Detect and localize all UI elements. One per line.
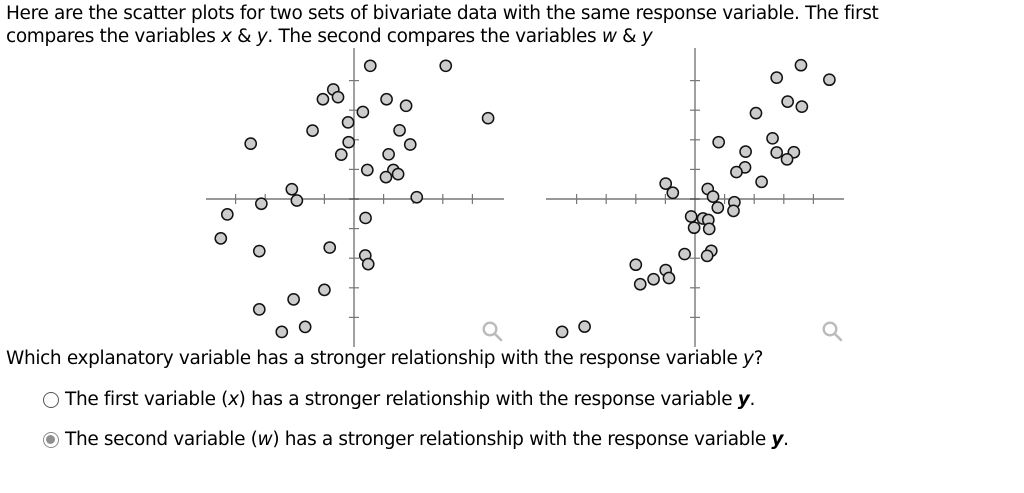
data-point xyxy=(730,165,743,179)
data-point xyxy=(439,59,453,73)
data-point xyxy=(739,145,752,158)
data-point xyxy=(700,249,714,263)
option-text: The first variable ( xyxy=(65,389,229,410)
intro-line-2: compares the variables x & y. The second… xyxy=(6,25,1016,48)
variable-y: y xyxy=(737,389,750,410)
data-point xyxy=(403,138,417,151)
radio-button-second[interactable] xyxy=(43,431,59,448)
data-point xyxy=(361,257,375,271)
data-point xyxy=(555,325,569,339)
option-text: ) has a stronger relationship with the r… xyxy=(272,429,772,450)
data-point xyxy=(678,247,691,261)
question-part: Which explanatory variable has a stronge… xyxy=(6,348,744,369)
option-text: . xyxy=(783,429,789,450)
option-label: The first variable (x) has a stronger re… xyxy=(65,389,755,410)
data-point xyxy=(252,303,266,316)
variable-w: w xyxy=(601,26,617,47)
data-point xyxy=(662,271,676,285)
radio-button-first[interactable] xyxy=(43,391,59,408)
scatter-plot-x-y xyxy=(206,48,504,347)
data-point xyxy=(290,194,304,207)
data-point xyxy=(382,147,395,161)
data-point xyxy=(380,92,393,106)
data-point xyxy=(647,272,660,286)
option-first-variable[interactable]: The first variable (x) has a stronger re… xyxy=(43,389,755,410)
data-point xyxy=(687,221,701,235)
data-point xyxy=(795,100,809,113)
data-point xyxy=(659,177,673,190)
variable-y: y xyxy=(256,26,268,47)
intro-text-part: compares the variables xyxy=(6,26,222,47)
data-point xyxy=(306,124,319,137)
data-point xyxy=(706,190,720,203)
data-point xyxy=(316,92,330,106)
option-text: The second variable ( xyxy=(65,429,258,450)
intro-text-part: & xyxy=(231,26,257,47)
data-point xyxy=(318,283,331,297)
data-point xyxy=(331,90,345,104)
data-point xyxy=(379,170,393,184)
intro-line-1: Here are the scatter plots for two sets … xyxy=(6,3,879,24)
magnifier-icon[interactable] xyxy=(482,321,503,342)
data-point xyxy=(633,277,647,291)
data-point xyxy=(794,58,808,72)
data-point xyxy=(712,135,726,149)
intro-text: Here are the scatter plots for two sets … xyxy=(6,2,1016,48)
data-point xyxy=(220,208,234,221)
data-point xyxy=(711,201,725,214)
data-point xyxy=(287,292,300,306)
data-point xyxy=(360,163,374,177)
data-point xyxy=(823,73,836,87)
option-text: . xyxy=(749,389,756,410)
data-point xyxy=(275,325,289,339)
data-point xyxy=(780,152,794,166)
data-point xyxy=(755,175,768,189)
intro-text-part: . The second compares the variables xyxy=(267,26,602,47)
data-point xyxy=(410,190,424,204)
variable-y: y xyxy=(743,348,754,369)
data-point xyxy=(578,320,591,333)
data-point xyxy=(399,99,413,113)
data-point xyxy=(323,241,337,254)
data-point xyxy=(363,59,377,73)
option-label: The second variable (w) has a stronger r… xyxy=(65,429,789,450)
data-point xyxy=(285,182,299,196)
data-point xyxy=(393,123,406,137)
variable-w: w xyxy=(257,429,273,450)
magnifier-icon[interactable] xyxy=(822,321,843,342)
variable-y: y xyxy=(771,429,784,450)
data-point xyxy=(391,167,405,181)
intro-text-part: & xyxy=(616,26,642,47)
data-point xyxy=(244,137,258,150)
data-point xyxy=(629,258,643,272)
data-point xyxy=(341,115,355,129)
data-point xyxy=(481,111,495,125)
option-text: ) has a stronger relationship with the r… xyxy=(238,389,738,410)
variable-x: x xyxy=(221,26,232,47)
question-part: ? xyxy=(753,348,764,369)
data-point xyxy=(702,222,716,236)
data-point xyxy=(684,210,698,223)
data-point xyxy=(766,131,779,145)
option-second-variable[interactable]: The second variable (w) has a stronger r… xyxy=(43,429,789,450)
data-point xyxy=(342,135,356,149)
variable-y: y xyxy=(641,26,653,47)
data-point xyxy=(359,211,372,225)
data-point xyxy=(255,197,268,211)
data-point xyxy=(770,71,784,84)
question-text: Which explanatory variable has a stronge… xyxy=(6,348,763,369)
data-point xyxy=(666,186,680,200)
data-point xyxy=(749,106,763,120)
data-point xyxy=(252,244,266,258)
data-point xyxy=(781,95,794,108)
data-point xyxy=(770,146,784,159)
scatter-plot-w-y xyxy=(546,48,844,347)
data-point xyxy=(334,148,348,161)
data-point xyxy=(298,320,312,334)
data-point xyxy=(356,105,370,119)
data-point xyxy=(214,232,228,245)
data-point xyxy=(727,204,740,218)
variable-x: x xyxy=(228,389,239,410)
